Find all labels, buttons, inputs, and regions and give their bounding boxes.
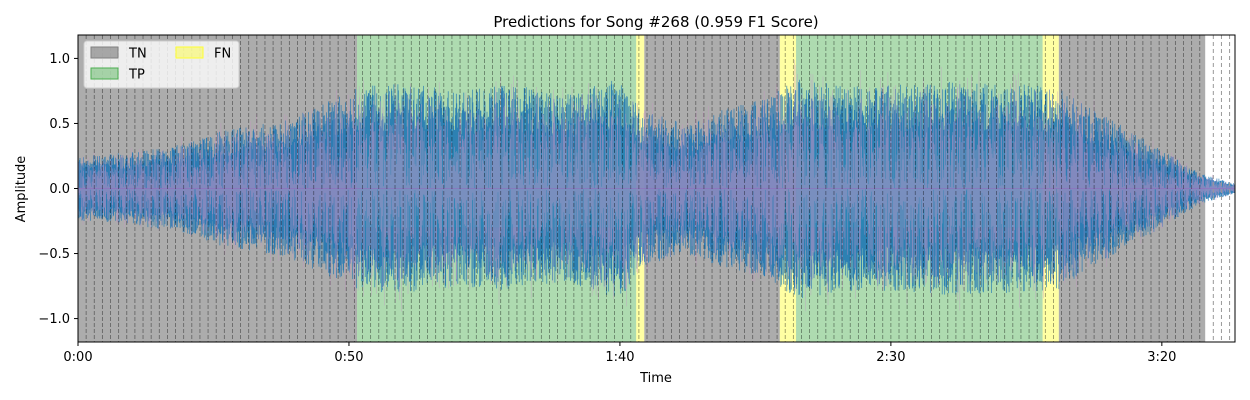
waveform-secondary [78,59,1235,312]
x-tick-label-4: 3:20 [1147,350,1176,365]
legend-label-tp: TP [128,68,145,83]
y-tick-label-4: −1.0 [38,312,70,327]
legend: TN TP FN [83,40,240,89]
y-axis-label: Amplitude [14,156,29,223]
x-tick-label-3: 2:30 [876,350,905,365]
x-tick-label-0: 0:00 [63,350,92,365]
x-tick-label-1: 0:50 [334,350,363,365]
legend-label-fn: FN [214,47,231,62]
y-tick-label-2: 0.0 [49,182,70,197]
plot-area [78,35,1235,342]
chart-title: Predictions for Song #268 (0.959 F1 Scor… [493,13,818,31]
legend-swatch-tn [90,46,119,59]
x-axis: 0:00 0:50 1:40 2:30 3:20 [63,342,1176,365]
legend-label-tn: TN [128,47,147,62]
beat-lines [78,35,1231,342]
legend-frame [83,40,240,89]
legend-swatch-fn [175,46,204,59]
waveform [78,59,1235,312]
y-axis: 1.0 0.5 0.0 −0.5 −1.0 [38,52,78,327]
legend-swatch-tp [90,67,119,80]
y-tick-label-0: 1.0 [49,52,70,67]
y-tick-label-1: 0.5 [49,117,70,132]
x-axis-label: Time [639,371,672,386]
x-tick-label-2: 1:40 [605,350,634,365]
y-tick-label-3: −0.5 [38,247,70,262]
